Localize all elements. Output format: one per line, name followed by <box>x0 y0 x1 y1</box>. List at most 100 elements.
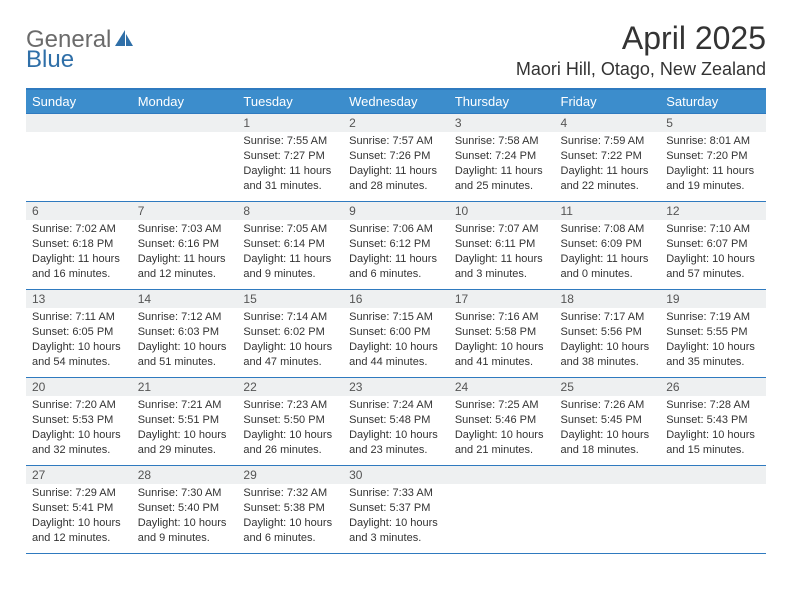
sunset-line: Sunset: 6:07 PM <box>666 237 760 252</box>
sunrise-line: Sunrise: 7:55 AM <box>243 134 337 149</box>
dayofweek-header: Tuesday <box>237 89 343 114</box>
day-details: Sunrise: 7:11 AMSunset: 6:05 PMDaylight:… <box>26 308 132 373</box>
calendar-cell: 13Sunrise: 7:11 AMSunset: 6:05 PMDayligh… <box>26 290 132 378</box>
sunset-line: Sunset: 7:26 PM <box>349 149 443 164</box>
day-number: 2 <box>343 114 449 132</box>
day-details: Sunrise: 7:58 AMSunset: 7:24 PMDaylight:… <box>449 132 555 197</box>
calendar-cell: 5Sunrise: 8:01 AMSunset: 7:20 PMDaylight… <box>660 114 766 202</box>
sunrise-line: Sunrise: 7:57 AM <box>349 134 443 149</box>
day-number: 28 <box>132 466 238 484</box>
sunset-line: Sunset: 6:14 PM <box>243 237 337 252</box>
calendar-cell: 20Sunrise: 7:20 AMSunset: 5:53 PMDayligh… <box>26 378 132 466</box>
daylight-line: Daylight: 11 hours and 0 minutes. <box>561 252 655 282</box>
calendar-cell: 23Sunrise: 7:24 AMSunset: 5:48 PMDayligh… <box>343 378 449 466</box>
day-details: Sunrise: 8:01 AMSunset: 7:20 PMDaylight:… <box>660 132 766 197</box>
day-number: 17 <box>449 290 555 308</box>
sunrise-line: Sunrise: 7:10 AM <box>666 222 760 237</box>
dayofweek-header: Thursday <box>449 89 555 114</box>
day-details: Sunrise: 7:10 AMSunset: 6:07 PMDaylight:… <box>660 220 766 285</box>
calendar-cell: 6Sunrise: 7:02 AMSunset: 6:18 PMDaylight… <box>26 202 132 290</box>
calendar-body: 1Sunrise: 7:55 AMSunset: 7:27 PMDaylight… <box>26 114 766 554</box>
sunrise-line: Sunrise: 7:20 AM <box>32 398 126 413</box>
sunset-line: Sunset: 5:48 PM <box>349 413 443 428</box>
day-number: 25 <box>555 378 661 396</box>
brand-blue-wrap: Blue <box>26 46 76 74</box>
sunset-line: Sunset: 5:55 PM <box>666 325 760 340</box>
sunrise-line: Sunrise: 7:33 AM <box>349 486 443 501</box>
daylight-line: Daylight: 10 hours and 54 minutes. <box>32 340 126 370</box>
daylight-line: Daylight: 10 hours and 32 minutes. <box>32 428 126 458</box>
calendar-cell: 4Sunrise: 7:59 AMSunset: 7:22 PMDaylight… <box>555 114 661 202</box>
calendar-cell: 1Sunrise: 7:55 AMSunset: 7:27 PMDaylight… <box>237 114 343 202</box>
day-details: Sunrise: 7:25 AMSunset: 5:46 PMDaylight:… <box>449 396 555 461</box>
sunset-line: Sunset: 6:03 PM <box>138 325 232 340</box>
calendar-cell: 17Sunrise: 7:16 AMSunset: 5:58 PMDayligh… <box>449 290 555 378</box>
day-details: Sunrise: 7:05 AMSunset: 6:14 PMDaylight:… <box>237 220 343 285</box>
day-number: 18 <box>555 290 661 308</box>
day-number: 19 <box>660 290 766 308</box>
daylight-line: Daylight: 10 hours and 44 minutes. <box>349 340 443 370</box>
sunset-line: Sunset: 6:02 PM <box>243 325 337 340</box>
sunrise-line: Sunrise: 7:25 AM <box>455 398 549 413</box>
daylight-line: Daylight: 11 hours and 22 minutes. <box>561 164 655 194</box>
daylight-line: Daylight: 10 hours and 47 minutes. <box>243 340 337 370</box>
daylight-line: Daylight: 11 hours and 25 minutes. <box>455 164 549 194</box>
day-details: Sunrise: 7:28 AMSunset: 5:43 PMDaylight:… <box>660 396 766 461</box>
sunset-line: Sunset: 5:45 PM <box>561 413 655 428</box>
day-number: 16 <box>343 290 449 308</box>
day-details: Sunrise: 7:26 AMSunset: 5:45 PMDaylight:… <box>555 396 661 461</box>
sunrise-line: Sunrise: 7:05 AM <box>243 222 337 237</box>
daylight-line: Daylight: 11 hours and 19 minutes. <box>666 164 760 194</box>
daylight-line: Daylight: 10 hours and 21 minutes. <box>455 428 549 458</box>
day-number: 10 <box>449 202 555 220</box>
dayofweek-header: Sunday <box>26 89 132 114</box>
header: General April 2025 Maori Hill, Otago, Ne… <box>26 20 766 80</box>
sunset-line: Sunset: 5:58 PM <box>455 325 549 340</box>
calendar-cell <box>132 114 238 202</box>
day-number: 20 <box>26 378 132 396</box>
daylight-line: Daylight: 10 hours and 18 minutes. <box>561 428 655 458</box>
day-number: 3 <box>449 114 555 132</box>
day-details: Sunrise: 7:08 AMSunset: 6:09 PMDaylight:… <box>555 220 661 285</box>
daylight-line: Daylight: 11 hours and 3 minutes. <box>455 252 549 282</box>
day-number: 30 <box>343 466 449 484</box>
dayofweek-header: Saturday <box>660 89 766 114</box>
calendar-cell: 10Sunrise: 7:07 AMSunset: 6:11 PMDayligh… <box>449 202 555 290</box>
sunset-line: Sunset: 7:20 PM <box>666 149 760 164</box>
sunset-line: Sunset: 5:51 PM <box>138 413 232 428</box>
day-details: Sunrise: 7:07 AMSunset: 6:11 PMDaylight:… <box>449 220 555 285</box>
calendar-row: 6Sunrise: 7:02 AMSunset: 6:18 PMDaylight… <box>26 202 766 290</box>
day-details: Sunrise: 7:02 AMSunset: 6:18 PMDaylight:… <box>26 220 132 285</box>
day-details: Sunrise: 7:20 AMSunset: 5:53 PMDaylight:… <box>26 396 132 461</box>
day-number-empty <box>660 466 766 484</box>
daylight-line: Daylight: 10 hours and 9 minutes. <box>138 516 232 546</box>
sunrise-line: Sunrise: 7:28 AM <box>666 398 760 413</box>
day-number: 14 <box>132 290 238 308</box>
daylight-line: Daylight: 11 hours and 12 minutes. <box>138 252 232 282</box>
calendar-cell: 16Sunrise: 7:15 AMSunset: 6:00 PMDayligh… <box>343 290 449 378</box>
day-details: Sunrise: 7:16 AMSunset: 5:58 PMDaylight:… <box>449 308 555 373</box>
daylight-line: Daylight: 10 hours and 51 minutes. <box>138 340 232 370</box>
sunset-line: Sunset: 6:16 PM <box>138 237 232 252</box>
calendar-cell <box>449 466 555 554</box>
day-details: Sunrise: 7:55 AMSunset: 7:27 PMDaylight:… <box>237 132 343 197</box>
sunset-line: Sunset: 6:09 PM <box>561 237 655 252</box>
calendar-cell: 25Sunrise: 7:26 AMSunset: 5:45 PMDayligh… <box>555 378 661 466</box>
day-number: 26 <box>660 378 766 396</box>
day-details: Sunrise: 7:19 AMSunset: 5:55 PMDaylight:… <box>660 308 766 373</box>
day-number: 12 <box>660 202 766 220</box>
sunset-line: Sunset: 5:41 PM <box>32 501 126 516</box>
day-number-empty <box>555 466 661 484</box>
calendar-row: 13Sunrise: 7:11 AMSunset: 6:05 PMDayligh… <box>26 290 766 378</box>
daylight-line: Daylight: 11 hours and 28 minutes. <box>349 164 443 194</box>
calendar-table: SundayMondayTuesdayWednesdayThursdayFrid… <box>26 88 766 554</box>
sunrise-line: Sunrise: 7:16 AM <box>455 310 549 325</box>
calendar-cell: 2Sunrise: 7:57 AMSunset: 7:26 PMDaylight… <box>343 114 449 202</box>
day-details: Sunrise: 7:57 AMSunset: 7:26 PMDaylight:… <box>343 132 449 197</box>
daylight-line: Daylight: 10 hours and 57 minutes. <box>666 252 760 282</box>
day-details: Sunrise: 7:24 AMSunset: 5:48 PMDaylight:… <box>343 396 449 461</box>
sunrise-line: Sunrise: 7:32 AM <box>243 486 337 501</box>
daylight-line: Daylight: 10 hours and 12 minutes. <box>32 516 126 546</box>
day-details: Sunrise: 7:15 AMSunset: 6:00 PMDaylight:… <box>343 308 449 373</box>
sunset-line: Sunset: 6:18 PM <box>32 237 126 252</box>
